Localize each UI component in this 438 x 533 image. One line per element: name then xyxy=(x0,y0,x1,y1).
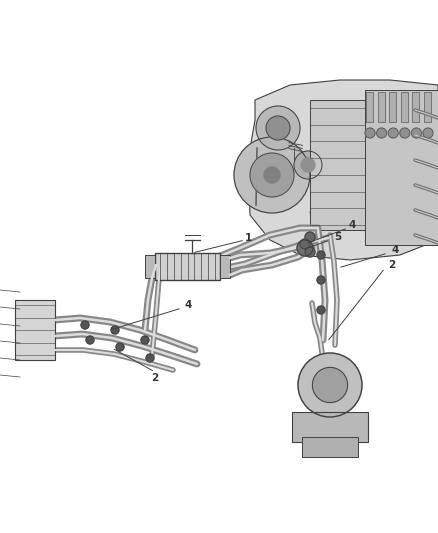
Circle shape xyxy=(146,354,154,362)
Bar xyxy=(302,437,358,457)
Bar xyxy=(15,300,55,360)
Bar xyxy=(413,92,420,122)
Bar xyxy=(220,255,230,278)
Circle shape xyxy=(294,151,322,179)
Circle shape xyxy=(305,247,315,257)
Circle shape xyxy=(411,128,421,138)
Text: 4: 4 xyxy=(391,245,399,255)
Circle shape xyxy=(317,276,325,284)
Polygon shape xyxy=(248,80,438,260)
Bar xyxy=(145,255,155,278)
Circle shape xyxy=(264,167,280,183)
Circle shape xyxy=(111,326,119,334)
Circle shape xyxy=(301,158,315,172)
Circle shape xyxy=(312,367,348,402)
Circle shape xyxy=(317,251,325,259)
Circle shape xyxy=(300,239,310,249)
Bar xyxy=(155,253,220,280)
Text: 4: 4 xyxy=(348,220,356,230)
Circle shape xyxy=(317,306,325,314)
Circle shape xyxy=(388,128,398,138)
Bar xyxy=(292,412,368,442)
Circle shape xyxy=(141,336,149,344)
Bar xyxy=(310,100,365,230)
Circle shape xyxy=(256,106,300,150)
Circle shape xyxy=(81,321,89,329)
Circle shape xyxy=(377,128,387,138)
Circle shape xyxy=(266,116,290,140)
Circle shape xyxy=(298,353,362,417)
Text: 4: 4 xyxy=(184,300,192,310)
Circle shape xyxy=(86,336,94,344)
Circle shape xyxy=(297,240,313,256)
Circle shape xyxy=(234,137,310,213)
Text: 1: 1 xyxy=(244,233,251,243)
Circle shape xyxy=(365,128,375,138)
Circle shape xyxy=(116,343,124,351)
Circle shape xyxy=(400,128,410,138)
Text: 2: 2 xyxy=(152,373,159,383)
Circle shape xyxy=(423,128,433,138)
Circle shape xyxy=(250,153,294,197)
Text: 5: 5 xyxy=(334,232,342,242)
Bar xyxy=(389,92,396,122)
Bar xyxy=(401,92,408,122)
Bar xyxy=(378,92,385,122)
Bar xyxy=(365,90,438,245)
Circle shape xyxy=(305,232,315,242)
Bar xyxy=(366,92,373,122)
Bar xyxy=(424,92,431,122)
Text: 2: 2 xyxy=(389,260,396,270)
